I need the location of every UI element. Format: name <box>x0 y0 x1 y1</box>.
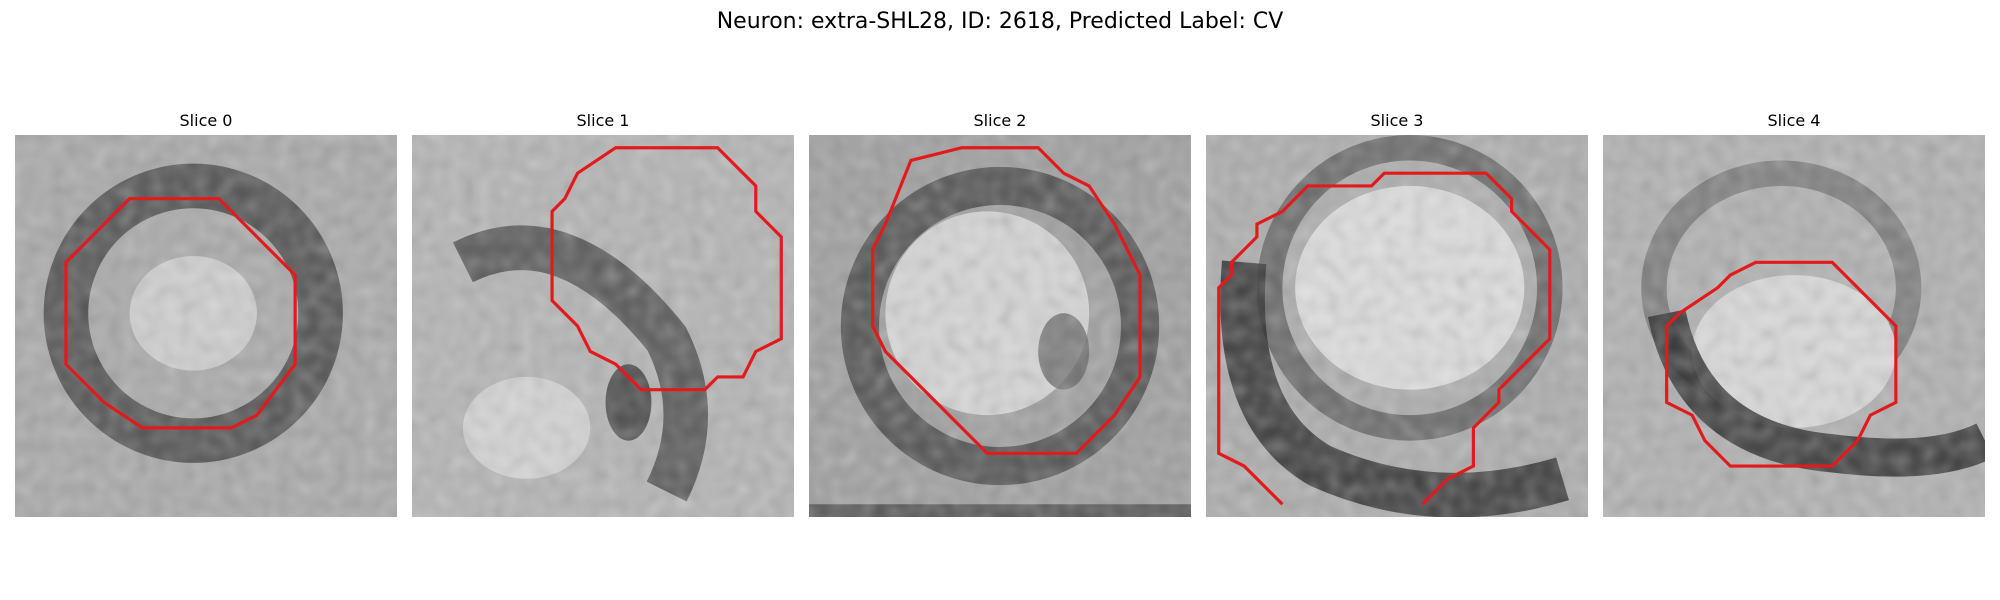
figure-title: Neuron: extra-SHL28, ID: 2618, Predicted… <box>716 9 1284 34</box>
slice-panel-3: Slice 3 <box>1206 110 1588 517</box>
contour-outline <box>64 197 297 430</box>
slice-image <box>809 135 1191 517</box>
contour-outline <box>1665 260 1898 468</box>
slice-panel-0: Slice 0 <box>15 110 397 517</box>
slice-title: Slice 4 <box>1767 111 1821 130</box>
slice-image <box>15 135 397 517</box>
slice-title: Slice 0 <box>179 111 233 130</box>
slice-title: Slice 1 <box>576 111 630 130</box>
slice-title: Slice 2 <box>973 111 1027 130</box>
contour-outline <box>1217 171 1552 506</box>
slice-panel-1: Slice 1 <box>412 110 794 517</box>
slice-panel-2: Slice 2 <box>809 110 1191 517</box>
slice-panel-4: Slice 4 <box>1603 110 1985 517</box>
contour-outline <box>550 146 783 392</box>
slice-image <box>1603 135 1985 517</box>
contour-outline <box>871 146 1142 455</box>
slice-image <box>412 135 794 517</box>
slice-title: Slice 3 <box>1370 111 1424 130</box>
slice-image <box>1206 135 1588 517</box>
